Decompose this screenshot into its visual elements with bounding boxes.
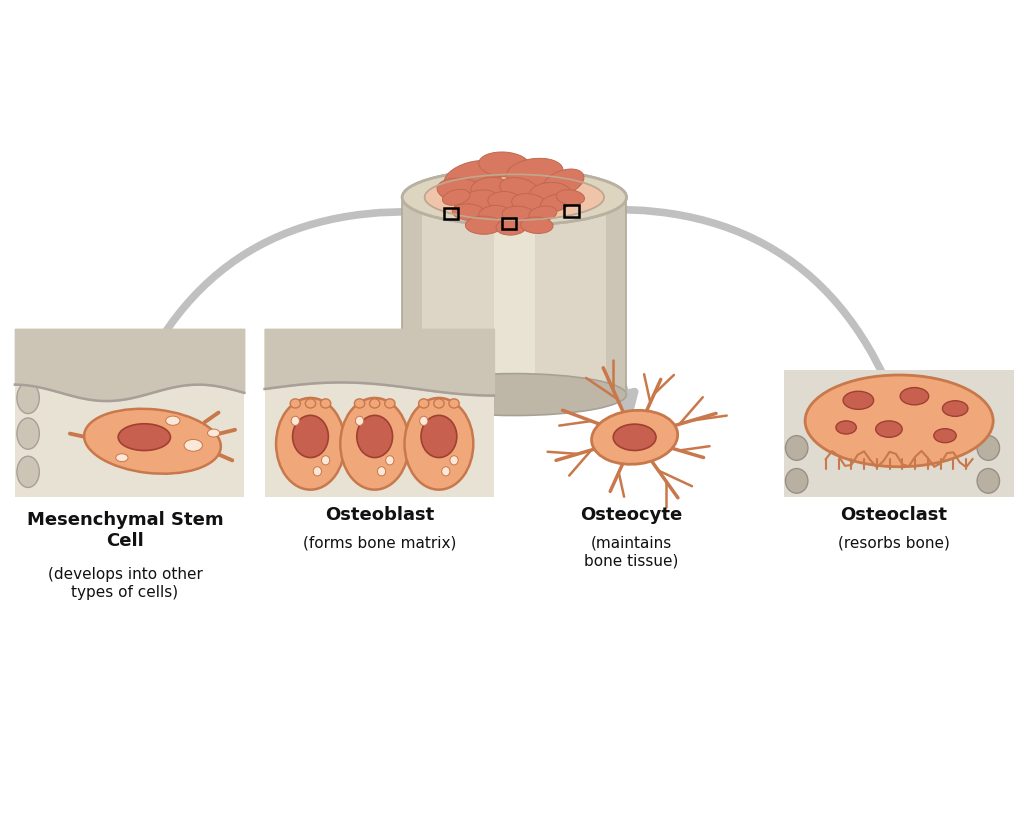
Ellipse shape xyxy=(184,440,203,451)
Ellipse shape xyxy=(520,217,553,233)
FancyBboxPatch shape xyxy=(784,370,1014,497)
FancyArrowPatch shape xyxy=(509,224,635,411)
Ellipse shape xyxy=(479,206,509,222)
Ellipse shape xyxy=(496,219,526,235)
Text: (forms bone matrix): (forms bone matrix) xyxy=(303,536,457,551)
Ellipse shape xyxy=(876,421,902,437)
Ellipse shape xyxy=(84,409,221,473)
Ellipse shape xyxy=(543,169,584,196)
Ellipse shape xyxy=(465,216,502,234)
Ellipse shape xyxy=(293,415,329,458)
Ellipse shape xyxy=(444,160,503,193)
Ellipse shape xyxy=(450,455,458,465)
Ellipse shape xyxy=(836,421,856,434)
Ellipse shape xyxy=(425,174,604,220)
Ellipse shape xyxy=(291,416,299,426)
FancyBboxPatch shape xyxy=(422,197,606,395)
Ellipse shape xyxy=(449,399,459,408)
Ellipse shape xyxy=(613,424,656,450)
Ellipse shape xyxy=(385,399,395,408)
Text: Osteocyte: Osteocyte xyxy=(581,506,683,524)
Ellipse shape xyxy=(805,375,993,467)
Ellipse shape xyxy=(321,399,331,408)
Ellipse shape xyxy=(512,194,548,214)
Text: (resorbs bone): (resorbs bone) xyxy=(838,536,949,551)
Ellipse shape xyxy=(427,175,601,219)
Ellipse shape xyxy=(370,399,380,408)
Ellipse shape xyxy=(354,399,365,408)
Text: (develops into other
types of cells): (develops into other types of cells) xyxy=(47,567,203,599)
Ellipse shape xyxy=(442,189,470,206)
Ellipse shape xyxy=(340,398,409,490)
Ellipse shape xyxy=(402,373,627,416)
Ellipse shape xyxy=(402,169,627,225)
Ellipse shape xyxy=(471,178,507,197)
Ellipse shape xyxy=(386,455,394,465)
Ellipse shape xyxy=(118,424,170,450)
Ellipse shape xyxy=(290,399,300,408)
Ellipse shape xyxy=(17,418,39,449)
Ellipse shape xyxy=(528,206,557,221)
Bar xyxy=(502,218,516,229)
Ellipse shape xyxy=(355,416,364,426)
Text: Osteoblast: Osteoblast xyxy=(326,506,434,524)
Ellipse shape xyxy=(116,454,128,462)
Ellipse shape xyxy=(166,416,180,425)
Ellipse shape xyxy=(556,190,585,205)
Ellipse shape xyxy=(529,182,570,204)
Ellipse shape xyxy=(900,388,929,405)
Ellipse shape xyxy=(455,190,497,215)
Ellipse shape xyxy=(421,415,457,458)
Ellipse shape xyxy=(843,391,873,409)
Ellipse shape xyxy=(478,152,529,177)
Ellipse shape xyxy=(785,469,808,493)
Ellipse shape xyxy=(592,410,678,464)
FancyBboxPatch shape xyxy=(264,370,494,497)
Ellipse shape xyxy=(402,169,627,225)
Ellipse shape xyxy=(487,192,520,210)
Ellipse shape xyxy=(977,436,999,460)
Ellipse shape xyxy=(942,400,968,416)
FancyBboxPatch shape xyxy=(15,370,244,497)
FancyBboxPatch shape xyxy=(495,197,535,395)
Ellipse shape xyxy=(313,467,322,476)
Ellipse shape xyxy=(420,416,428,426)
FancyArrowPatch shape xyxy=(571,210,901,411)
Ellipse shape xyxy=(419,399,429,408)
Ellipse shape xyxy=(434,399,444,408)
Ellipse shape xyxy=(977,469,999,493)
Bar xyxy=(564,206,579,217)
Ellipse shape xyxy=(17,382,39,413)
Ellipse shape xyxy=(17,456,39,487)
Ellipse shape xyxy=(322,455,330,465)
FancyBboxPatch shape xyxy=(402,197,627,395)
Ellipse shape xyxy=(305,399,315,408)
Ellipse shape xyxy=(500,178,539,201)
Text: Mesenchymal Stem
Cell: Mesenchymal Stem Cell xyxy=(27,511,223,550)
Ellipse shape xyxy=(378,467,386,476)
Ellipse shape xyxy=(785,436,808,460)
Text: (maintains
bone tissue): (maintains bone tissue) xyxy=(585,536,679,568)
FancyArrowPatch shape xyxy=(123,211,452,411)
Ellipse shape xyxy=(441,467,450,476)
Ellipse shape xyxy=(507,159,563,187)
FancyArrowPatch shape xyxy=(375,224,509,411)
Ellipse shape xyxy=(453,204,484,220)
Ellipse shape xyxy=(276,398,345,490)
Ellipse shape xyxy=(934,429,956,442)
Ellipse shape xyxy=(541,194,570,212)
Text: Osteoclast: Osteoclast xyxy=(840,506,947,524)
Ellipse shape xyxy=(502,206,537,224)
Ellipse shape xyxy=(208,429,220,437)
Ellipse shape xyxy=(404,398,473,490)
Bar xyxy=(444,208,459,219)
Ellipse shape xyxy=(356,415,392,458)
Ellipse shape xyxy=(437,178,485,203)
